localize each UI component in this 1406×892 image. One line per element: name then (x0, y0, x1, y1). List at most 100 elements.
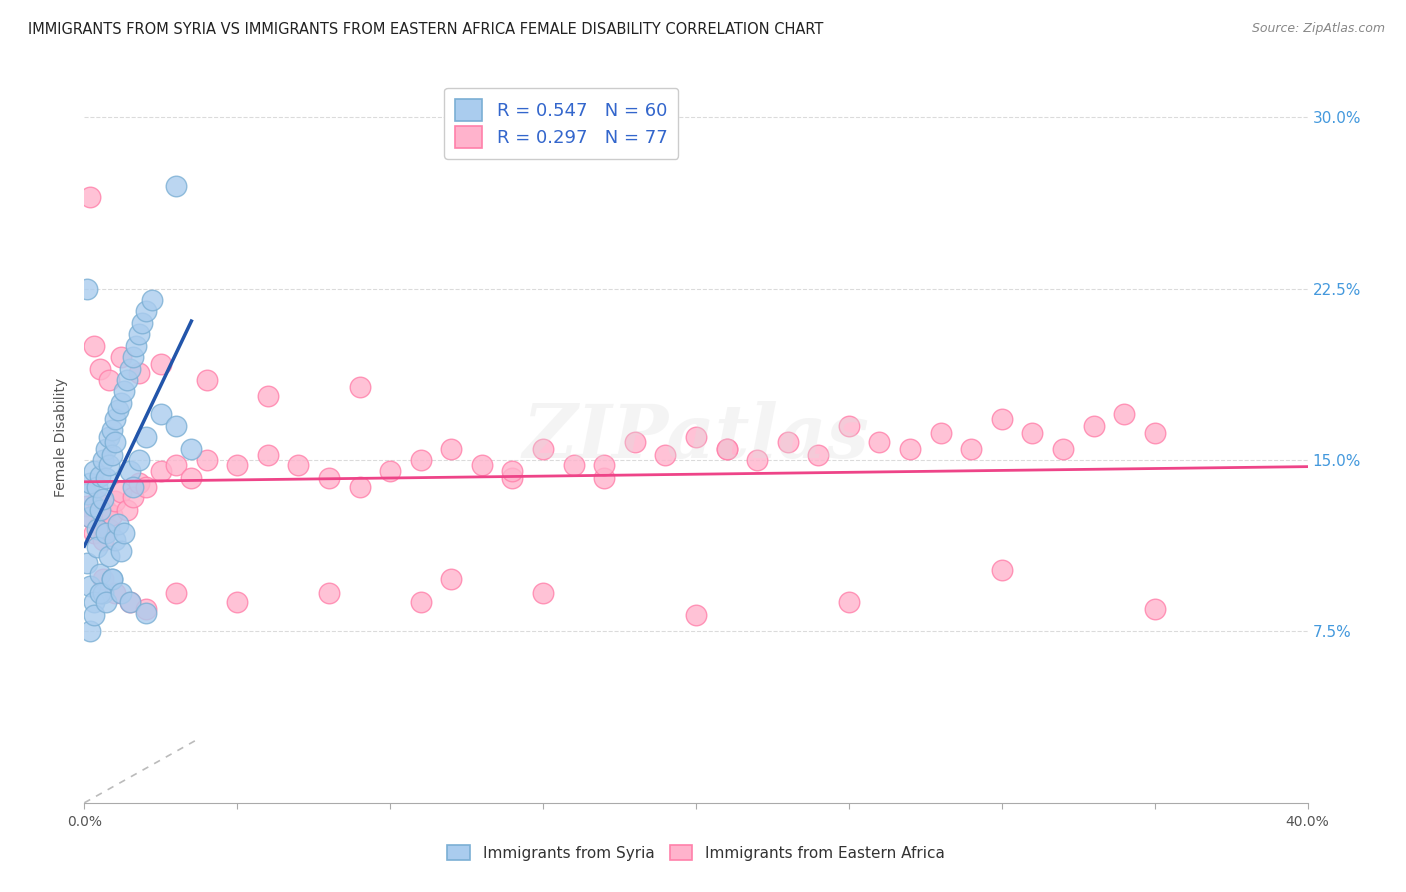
Point (141, 293, 163, 307)
Point (83, 338, 105, 352)
Point (128, 453, 150, 467)
Point (654, 449, 676, 463)
Point (122, 350, 145, 364)
Point (685, 608, 707, 623)
Point (991, 563, 1014, 577)
Point (97, 521, 120, 535)
Point (165, 458, 187, 472)
Point (110, 485, 132, 500)
Point (110, 544, 132, 558)
Point (115, 373, 138, 387)
Point (135, 480, 157, 494)
Point (349, 380, 371, 394)
Point (120, 595, 142, 609)
Legend: Immigrants from Syria, Immigrants from Eastern Africa: Immigrants from Syria, Immigrants from E… (440, 837, 952, 868)
Point (257, 449, 280, 463)
Point (83, 595, 105, 609)
Point (79, 510, 101, 524)
Point (1021, 425, 1043, 440)
Point (76, 281, 98, 295)
Text: Source: ZipAtlas.com: Source: ZipAtlas.com (1251, 22, 1385, 36)
Point (1083, 418, 1105, 433)
Point (79, 190, 101, 204)
Point (149, 464, 172, 478)
Y-axis label: Female Disability: Female Disability (55, 377, 69, 497)
Point (76, 487, 98, 501)
Point (776, 434, 799, 449)
Point (135, 430, 157, 444)
Point (440, 442, 463, 456)
Point (531, 585, 554, 599)
Point (76, 499, 98, 513)
Point (838, 595, 860, 609)
Point (115, 503, 138, 517)
Point (89, 503, 111, 517)
Point (991, 412, 1014, 426)
Point (97, 373, 120, 387)
Point (76, 556, 98, 570)
Point (471, 458, 494, 472)
Point (318, 471, 340, 485)
Point (83, 499, 105, 513)
Point (86, 494, 108, 508)
Point (104, 494, 127, 508)
Point (165, 418, 187, 433)
Point (531, 442, 554, 456)
Point (79, 510, 101, 524)
Point (624, 434, 647, 449)
Point (562, 458, 585, 472)
Point (91, 491, 114, 506)
Text: IMMIGRANTS FROM SYRIA VS IMMIGRANTS FROM EASTERN AFRICA FEMALE DISABILITY CORREL: IMMIGRANTS FROM SYRIA VS IMMIGRANTS FROM… (28, 22, 824, 37)
Point (112, 384, 135, 399)
Point (125, 338, 148, 352)
Point (79, 624, 101, 639)
Point (716, 442, 738, 456)
Point (1143, 425, 1166, 440)
Point (86, 521, 108, 535)
Point (195, 373, 218, 387)
Text: ZIPatlas: ZIPatlas (523, 401, 869, 474)
Point (807, 449, 830, 463)
Point (165, 585, 187, 599)
Point (91, 453, 114, 467)
Point (165, 178, 187, 193)
Point (128, 475, 150, 490)
Point (135, 601, 157, 615)
Point (86, 540, 108, 554)
Point (502, 471, 524, 485)
Point (349, 480, 371, 494)
Point (101, 572, 124, 586)
Point (226, 595, 249, 609)
Point (94, 595, 117, 609)
Point (1114, 407, 1136, 421)
Point (91, 533, 114, 547)
Point (593, 471, 616, 485)
Point (593, 458, 616, 472)
Point (502, 464, 524, 478)
Point (104, 434, 127, 449)
Point (110, 350, 132, 364)
Point (440, 572, 463, 586)
Point (287, 458, 309, 472)
Point (135, 606, 157, 620)
Point (104, 412, 127, 426)
Point (94, 442, 117, 456)
Point (83, 526, 105, 541)
Point (1052, 442, 1074, 456)
Point (409, 595, 432, 609)
Point (89, 469, 111, 483)
Point (149, 357, 172, 371)
Point (86, 480, 108, 494)
Point (380, 464, 402, 478)
Point (180, 442, 202, 456)
Point (91, 585, 114, 599)
Point (83, 464, 105, 478)
Point (128, 327, 150, 342)
Point (716, 442, 738, 456)
Point (226, 458, 249, 472)
Point (110, 585, 132, 599)
Point (960, 442, 983, 456)
Point (409, 453, 432, 467)
Point (869, 434, 891, 449)
Point (257, 389, 280, 403)
